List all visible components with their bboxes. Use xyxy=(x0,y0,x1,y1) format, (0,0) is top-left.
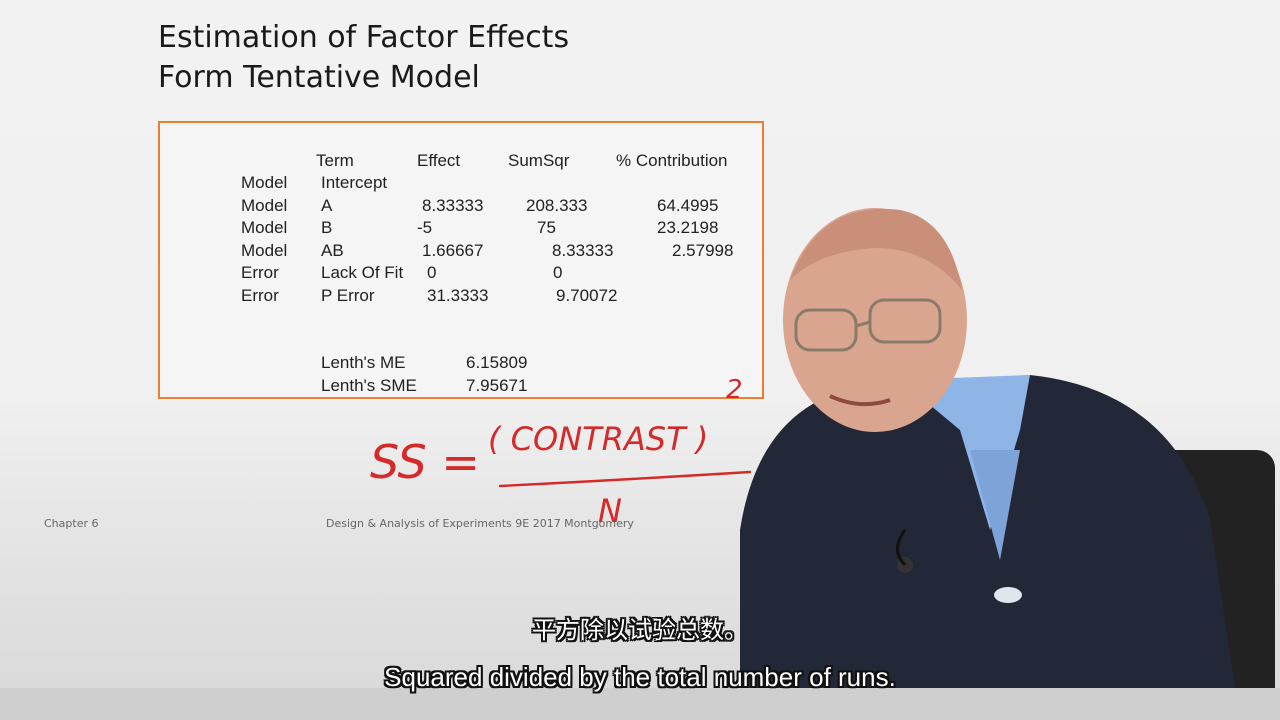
row-term: P Error xyxy=(321,286,375,305)
header-sumsqr: SumSqr xyxy=(508,151,570,170)
row-term: Intercept xyxy=(321,173,388,192)
row-effect: -5 xyxy=(417,218,433,237)
row-sumsqr: 75 xyxy=(537,218,556,237)
effects-table: Term Effect SumSqr % Contribution Model … xyxy=(158,121,764,399)
mic-cable xyxy=(896,529,907,567)
formula-exponent: 2 xyxy=(726,375,743,405)
lenth-me-label: Lenth's ME xyxy=(321,353,406,372)
footer-chapter: Chapter 6 xyxy=(44,517,99,530)
forehead xyxy=(790,208,962,290)
row-sumsqr: 0 xyxy=(553,263,563,282)
handwritten-formula: SS = ( CONTRAST ) 2 N xyxy=(370,375,752,528)
formula-numerator: ( CONTRAST ) xyxy=(488,420,708,458)
row-sumsqr: 208.333 xyxy=(526,196,588,215)
row-term: Lack Of Fit xyxy=(321,263,404,282)
lenth-sme-value: 7.95671 xyxy=(466,376,528,395)
head xyxy=(783,208,967,432)
row-contribution: 2.57998 xyxy=(672,241,734,260)
header-term: Term xyxy=(316,151,354,170)
formula-denominator: N xyxy=(598,492,622,528)
presenter-figure xyxy=(740,208,1240,720)
row-contribution: 23.2198 xyxy=(657,218,719,237)
row-effect: 8.33333 xyxy=(422,196,484,215)
row-type: Model xyxy=(241,173,288,192)
header-contribution: % Contribution xyxy=(616,151,728,170)
desk xyxy=(0,688,1280,720)
row-type: Model xyxy=(241,218,288,237)
slide-title: Estimation of Factor Effects Form Tentat… xyxy=(158,18,569,98)
shirt xyxy=(970,450,1020,560)
row-contribution: 64.4995 xyxy=(657,196,719,215)
formula-lhs: SS = xyxy=(370,435,480,489)
row-type: Error xyxy=(241,263,279,282)
title-line-2: Form Tentative Model xyxy=(158,60,480,95)
subtitle-english: Squared divided by the total number of r… xyxy=(384,662,896,692)
mouth xyxy=(829,394,891,407)
row-sumsqr: 8.33333 xyxy=(552,241,614,260)
row-sumsqr: 9.70072 xyxy=(556,286,618,305)
row-effect: 1.66667 xyxy=(422,241,484,260)
row-type: Model xyxy=(241,196,288,215)
row-term: A xyxy=(321,196,333,215)
row-term: B xyxy=(321,218,333,237)
logo-emblem xyxy=(994,587,1022,603)
subtitle-chinese: 平方除以试验总数。 xyxy=(532,616,748,644)
row-effect: 31.3333 xyxy=(427,286,489,305)
row-type: Error xyxy=(241,286,279,305)
glasses-bridge xyxy=(855,320,871,328)
header-effect: Effect xyxy=(417,151,461,170)
glasses-left xyxy=(794,308,858,352)
row-term: AB xyxy=(321,241,344,260)
lenth-sme-label: Lenth's SME xyxy=(321,376,417,395)
lenth-me-value: 6.15809 xyxy=(466,353,528,372)
row-effect: 0 xyxy=(427,263,437,282)
row-type: Model xyxy=(241,241,288,260)
fraction-bar xyxy=(498,470,752,488)
cardigan xyxy=(740,375,1240,720)
footer-course: Design & Analysis of Experiments 9E 2017… xyxy=(326,517,634,530)
glasses-right xyxy=(868,298,942,344)
title-line-1: Estimation of Factor Effects xyxy=(158,20,570,55)
